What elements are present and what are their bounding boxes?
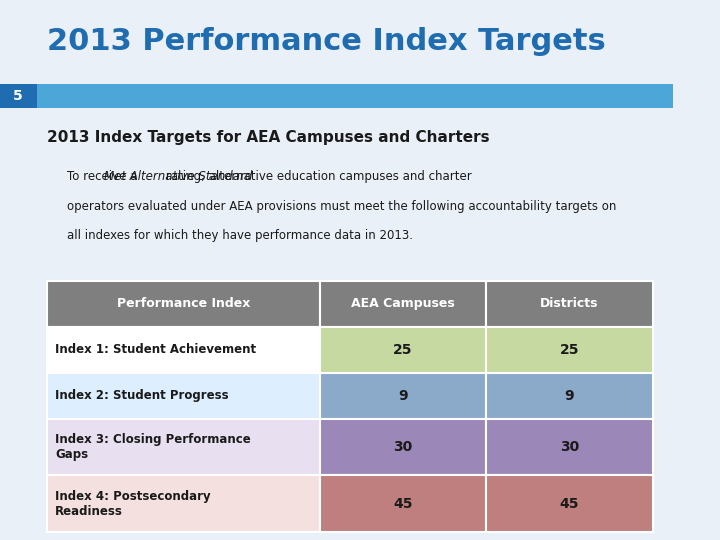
Text: Index 1: Student Achievement: Index 1: Student Achievement (55, 343, 256, 356)
FancyBboxPatch shape (486, 373, 652, 418)
Text: AEA Campuses: AEA Campuses (351, 297, 455, 310)
Text: 2013 Performance Index Targets: 2013 Performance Index Targets (47, 27, 606, 56)
Text: Met Alternative Standard: Met Alternative Standard (104, 170, 253, 183)
Text: 30: 30 (393, 440, 413, 454)
Text: To receive a: To receive a (67, 170, 141, 183)
FancyBboxPatch shape (486, 281, 652, 327)
FancyBboxPatch shape (486, 418, 652, 475)
Text: all indexes for which they have performance data in 2013.: all indexes for which they have performa… (67, 230, 413, 242)
Text: 25: 25 (393, 343, 413, 356)
Text: 5: 5 (13, 89, 23, 103)
FancyBboxPatch shape (47, 373, 320, 418)
FancyBboxPatch shape (486, 327, 652, 373)
Text: 45: 45 (393, 497, 413, 510)
FancyBboxPatch shape (47, 327, 320, 373)
Text: Index 3: Closing Performance
Gaps: Index 3: Closing Performance Gaps (55, 433, 251, 461)
Text: Index 2: Student Progress: Index 2: Student Progress (55, 389, 229, 402)
FancyBboxPatch shape (320, 418, 486, 475)
FancyBboxPatch shape (47, 418, 320, 475)
FancyBboxPatch shape (47, 475, 320, 532)
Text: 9: 9 (398, 389, 408, 402)
Text: operators evaluated under AEA provisions must meet the following accountability : operators evaluated under AEA provisions… (67, 200, 616, 213)
Text: 25: 25 (559, 343, 579, 356)
Text: Index 4: Postsecondary
Readiness: Index 4: Postsecondary Readiness (55, 490, 211, 517)
Text: 45: 45 (559, 497, 579, 510)
FancyBboxPatch shape (320, 373, 486, 418)
FancyBboxPatch shape (47, 281, 320, 327)
FancyBboxPatch shape (0, 84, 37, 108)
Text: Districts: Districts (540, 297, 598, 310)
FancyBboxPatch shape (320, 475, 486, 532)
Text: 30: 30 (559, 440, 579, 454)
Text: 2013 Index Targets for AEA Campuses and Charters: 2013 Index Targets for AEA Campuses and … (47, 130, 490, 145)
Text: Performance Index: Performance Index (117, 297, 250, 310)
FancyBboxPatch shape (320, 281, 486, 327)
FancyBboxPatch shape (37, 84, 672, 108)
FancyBboxPatch shape (486, 475, 652, 532)
FancyBboxPatch shape (320, 327, 486, 373)
Text: rating, alternative education campuses and charter: rating, alternative education campuses a… (162, 170, 472, 183)
Text: 9: 9 (564, 389, 574, 402)
